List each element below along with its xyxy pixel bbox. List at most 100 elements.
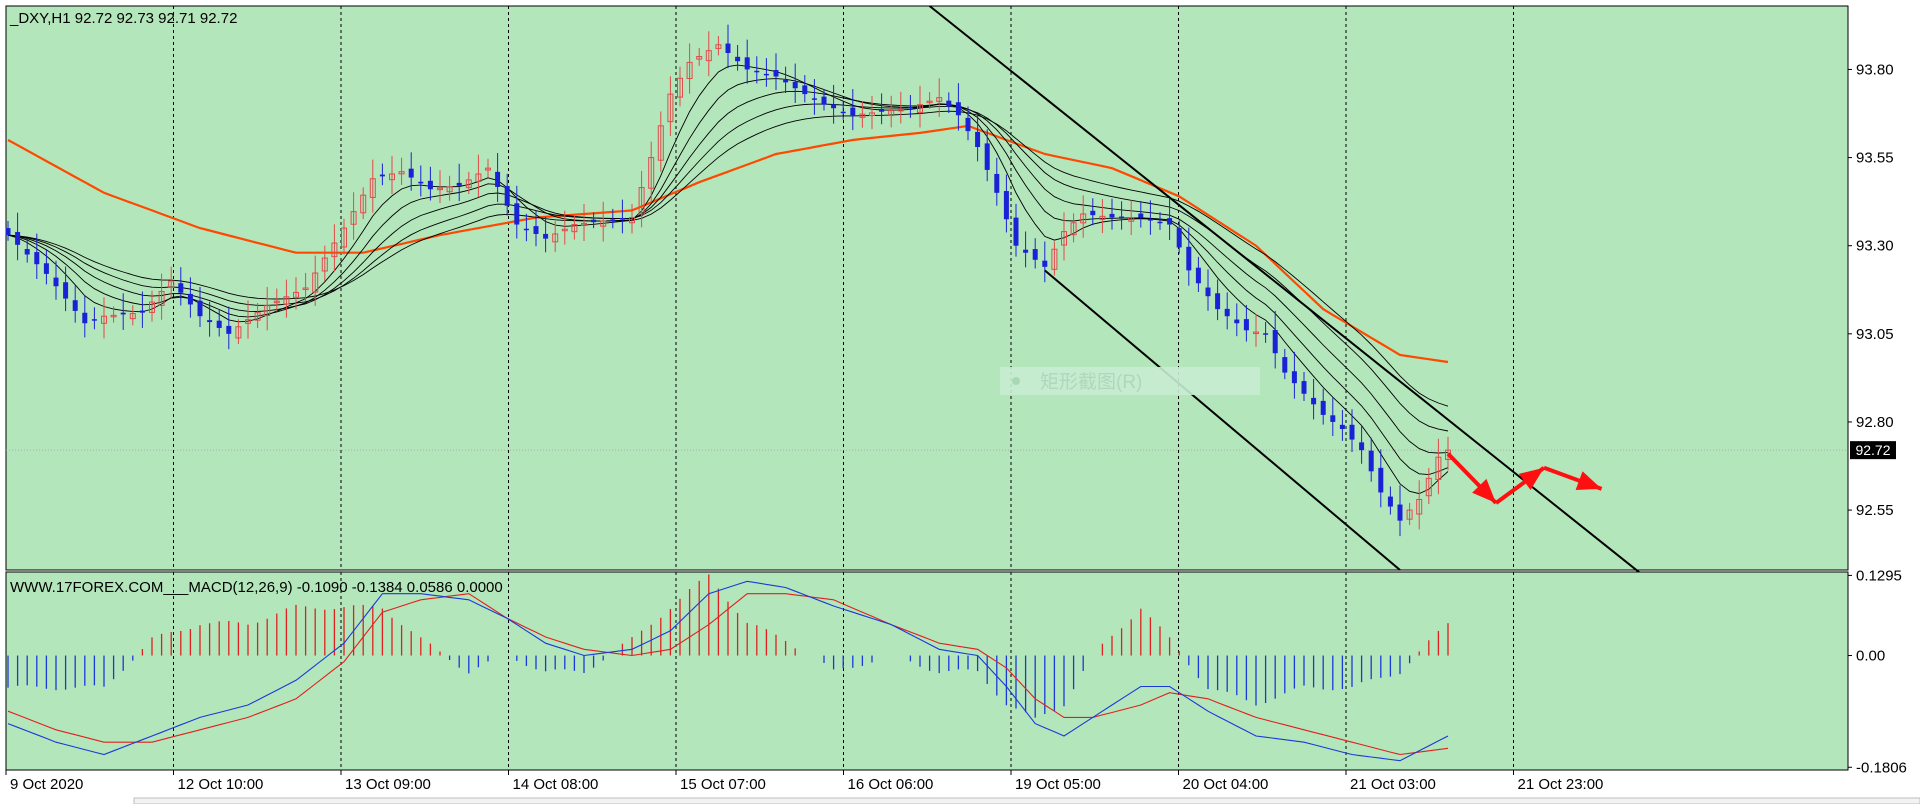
candle-body (5, 228, 11, 236)
time-tick-label: 16 Oct 06:00 (848, 776, 934, 793)
candle-body (571, 224, 578, 233)
candle (207, 301, 213, 337)
candle (24, 238, 30, 263)
candle-body (72, 300, 78, 311)
candle-body (389, 173, 395, 181)
candle-body (552, 233, 559, 243)
current-price-marker: 92.72 (1850, 441, 1896, 460)
candle (514, 185, 520, 239)
watermark-box (1000, 367, 1260, 395)
price-panel[interactable] (5, 5, 1849, 571)
candle (619, 199, 625, 234)
candle (120, 293, 126, 330)
candle-body (216, 320, 222, 328)
candle (1397, 485, 1403, 537)
candle (696, 47, 703, 66)
price-tick-label: 93.05 (1856, 326, 1894, 343)
vertical-gridlines-macd (173, 572, 1514, 770)
candle-body (984, 143, 990, 170)
vertical-gridlines-price (173, 6, 1514, 570)
candle-body (763, 73, 769, 76)
arrow-head (1472, 478, 1496, 504)
time-tick-label: 21 Oct 23:00 (1518, 776, 1604, 793)
candle-body (965, 117, 971, 132)
candle-body (15, 231, 21, 245)
candle-body (744, 57, 750, 70)
arrow-head (1518, 467, 1544, 491)
candle (591, 212, 597, 229)
candle (226, 306, 232, 350)
candle-body (43, 263, 49, 274)
macd-tick-label: 0.1295 (1856, 567, 1902, 584)
candle-body (994, 173, 1000, 193)
watermark-text: 矩形截图(R) (1040, 371, 1142, 393)
channel-lower-line[interactable] (1044, 269, 1401, 571)
candle (725, 24, 731, 69)
current-price-box (1850, 441, 1896, 460)
candle (1128, 200, 1135, 236)
candle (783, 66, 789, 94)
candle-body (139, 310, 145, 313)
candle (1425, 467, 1432, 505)
candle (1023, 231, 1029, 268)
candle (715, 36, 722, 56)
candle (504, 173, 510, 216)
candle (369, 159, 376, 213)
candle-body (1425, 477, 1432, 497)
candle (389, 155, 395, 195)
candle-body (1186, 246, 1192, 271)
candle (293, 277, 299, 310)
candle-body (1406, 509, 1413, 520)
candle (926, 92, 933, 109)
candle-body (946, 100, 952, 107)
candle (879, 93, 885, 125)
candle-body (197, 300, 203, 317)
candle-body (1061, 231, 1067, 246)
candle (418, 165, 424, 197)
macd-panel[interactable] (5, 571, 1849, 771)
candle-body (715, 44, 722, 49)
projection-arrows (1446, 452, 1603, 505)
candle-body (398, 171, 405, 175)
price-panel-header: _DXY,H1 92.72 92.73 92.71 92.72 (9, 10, 237, 27)
candle (485, 158, 491, 178)
time-tick-label: 19 Oct 05:00 (1015, 776, 1101, 793)
candle (465, 171, 472, 195)
candle-body (735, 56, 741, 62)
candle-body (226, 325, 232, 334)
price-axis: 93.80 93.55 93.30 93.05 92.80 92.55 (1848, 61, 1894, 519)
candle-body (514, 203, 520, 225)
candle-body (705, 50, 712, 62)
candle (667, 76, 674, 136)
horizontal-scrollbar[interactable] (133, 797, 1920, 805)
candle-body (254, 312, 261, 321)
candle (273, 288, 280, 312)
candle-body (53, 277, 59, 287)
candle (600, 201, 607, 242)
candle-body (955, 102, 961, 116)
candle (1061, 212, 1067, 261)
candle-body (1291, 371, 1297, 384)
time-tick-label: 15 Oct 07:00 (680, 776, 766, 793)
candle-body (1435, 456, 1442, 480)
candle-body (936, 97, 943, 102)
candle (1224, 292, 1230, 330)
candle (735, 45, 741, 71)
candle-body (600, 220, 607, 227)
candle-body (1330, 415, 1336, 422)
candle (1099, 199, 1106, 234)
macd-histogram (7, 574, 1449, 718)
candle (1186, 227, 1192, 286)
candle-body (1359, 442, 1365, 451)
candle (312, 255, 319, 307)
candle-body (907, 107, 913, 109)
price-tick-label: 93.80 (1856, 61, 1894, 78)
macd-tick-label: 0.00 (1856, 648, 1885, 665)
candle (1378, 449, 1384, 508)
candle (1090, 198, 1096, 226)
candle-body (1301, 381, 1307, 394)
candle-body (1070, 222, 1077, 236)
candle-body (1311, 397, 1317, 405)
